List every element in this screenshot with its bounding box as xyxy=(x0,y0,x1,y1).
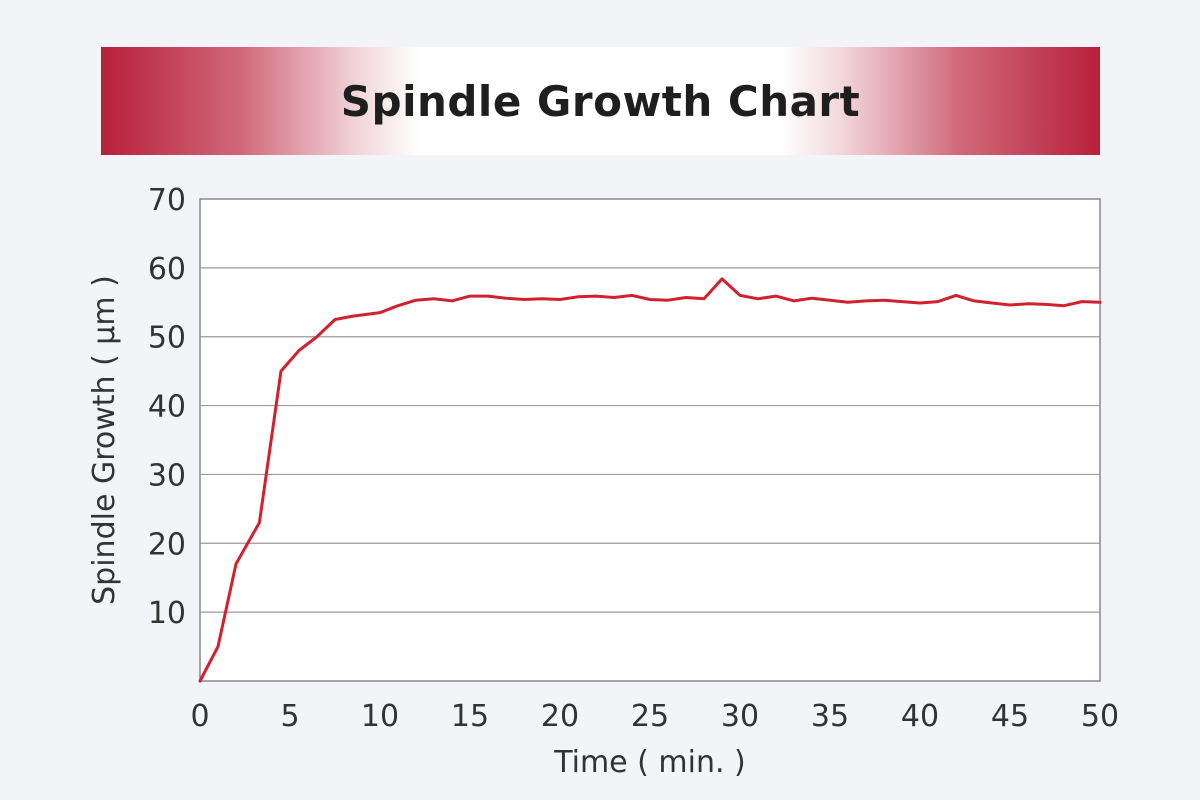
x-tick-label: 5 xyxy=(280,699,299,734)
x-tick-label: 20 xyxy=(541,699,579,734)
series-line-0 xyxy=(198,277,1102,683)
x-tick-label: 25 xyxy=(631,699,669,734)
x-tick-label: 0 xyxy=(190,699,209,734)
y-tick-label: 70 xyxy=(148,183,186,218)
x-tick-label: 50 xyxy=(1081,699,1119,734)
y-tick-label: 40 xyxy=(148,390,186,425)
y-tick-labels: 10 20 30 40 50 60 70 xyxy=(148,183,186,631)
y-tick-label: 30 xyxy=(148,458,186,493)
x-tick-labels: 0 5 10 15 20 25 30 35 40 45 50 xyxy=(190,699,1119,734)
x-tick-label: 10 xyxy=(361,699,399,734)
y-tick-label: 60 xyxy=(148,252,186,287)
x-tick-label: 40 xyxy=(901,699,939,734)
y-tick-label: 20 xyxy=(148,527,186,562)
y-tick-label: 10 xyxy=(148,596,186,631)
y-axis-title: Spindle Growth ( μm ) xyxy=(87,275,122,605)
x-tick-label: 15 xyxy=(451,699,489,734)
x-tick-label: 35 xyxy=(811,699,849,734)
chart-title-banner: Spindle Growth Chart xyxy=(101,47,1100,155)
plot-frame xyxy=(199,198,1101,682)
chart-title: Spindle Growth Chart xyxy=(340,76,861,126)
grid-lines xyxy=(200,267,1100,613)
x-tick-label: 30 xyxy=(721,699,759,734)
x-tick-label: 45 xyxy=(991,699,1029,734)
x-axis-title: Time ( min. ) xyxy=(553,745,746,780)
y-tick-label: 50 xyxy=(148,321,186,356)
series-layer xyxy=(198,277,1102,683)
